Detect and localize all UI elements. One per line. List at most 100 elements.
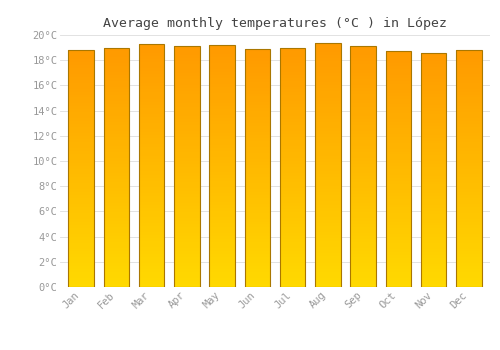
Bar <box>139 108 164 111</box>
Bar <box>456 50 481 287</box>
Bar <box>280 230 305 233</box>
Bar <box>139 80 164 83</box>
Bar <box>174 272 200 275</box>
Bar <box>315 186 340 189</box>
Bar <box>386 125 411 128</box>
Bar <box>104 182 129 185</box>
Bar <box>280 54 305 57</box>
Bar <box>210 45 235 287</box>
Bar <box>139 223 164 226</box>
Bar <box>386 193 411 196</box>
Bar <box>280 65 305 69</box>
Bar <box>350 158 376 161</box>
Bar <box>421 99 446 103</box>
Bar <box>244 111 270 114</box>
Bar <box>174 188 200 191</box>
Bar <box>350 236 376 239</box>
Bar <box>350 167 376 170</box>
Bar <box>139 83 164 86</box>
Bar <box>244 114 270 117</box>
Bar <box>244 156 270 159</box>
Bar <box>315 46 340 49</box>
Bar <box>68 257 94 260</box>
Bar <box>174 94 200 98</box>
Bar <box>244 248 270 251</box>
Bar <box>280 197 305 200</box>
Bar <box>421 117 446 120</box>
Bar <box>421 270 446 272</box>
Bar <box>386 146 411 148</box>
Bar <box>104 284 129 287</box>
Bar <box>244 254 270 257</box>
Bar <box>386 254 411 258</box>
Bar <box>350 46 376 49</box>
Bar <box>210 121 235 124</box>
Bar <box>104 131 129 134</box>
Bar <box>456 219 481 222</box>
Bar <box>139 117 164 120</box>
Bar <box>456 198 481 201</box>
Bar <box>350 227 376 230</box>
Bar <box>104 170 129 173</box>
Bar <box>68 148 94 151</box>
Bar <box>210 90 235 93</box>
Bar <box>139 272 164 275</box>
Bar <box>244 132 270 135</box>
Bar <box>139 214 164 217</box>
Bar <box>139 175 164 177</box>
Bar <box>104 77 129 80</box>
Bar <box>456 169 481 172</box>
Bar <box>386 57 411 60</box>
Bar <box>104 107 129 111</box>
Bar <box>139 44 164 287</box>
Bar <box>104 209 129 212</box>
Bar <box>350 212 376 215</box>
Bar <box>174 121 200 125</box>
Bar <box>174 134 200 136</box>
Bar <box>386 169 411 172</box>
Bar <box>315 180 340 183</box>
Bar <box>456 133 481 136</box>
Bar <box>456 260 481 263</box>
Bar <box>68 207 94 210</box>
Bar <box>244 76 270 79</box>
Bar <box>68 263 94 266</box>
Bar <box>456 157 481 160</box>
Bar <box>210 269 235 272</box>
Bar <box>244 105 270 108</box>
Bar <box>456 231 481 234</box>
Title: Average monthly temperatures (°C ) in López: Average monthly temperatures (°C ) in Ló… <box>103 17 447 30</box>
Bar <box>104 80 129 84</box>
Bar <box>315 189 340 192</box>
Bar <box>350 233 376 236</box>
Bar <box>280 224 305 227</box>
Bar <box>244 230 270 233</box>
Bar <box>104 197 129 200</box>
Bar <box>350 89 376 91</box>
Bar <box>210 75 235 78</box>
Bar <box>139 244 164 247</box>
Bar <box>456 77 481 80</box>
Bar <box>104 54 129 57</box>
Bar <box>421 149 446 152</box>
Bar <box>104 57 129 60</box>
Bar <box>421 158 446 161</box>
Bar <box>456 281 481 284</box>
Bar <box>174 136 200 140</box>
Bar <box>456 65 481 68</box>
Bar <box>456 59 481 62</box>
Bar <box>350 221 376 224</box>
Bar <box>174 89 200 91</box>
Bar <box>104 164 129 167</box>
Bar <box>456 234 481 237</box>
Bar <box>386 258 411 260</box>
Bar <box>350 197 376 200</box>
Bar <box>350 281 376 284</box>
Bar <box>386 181 411 184</box>
Bar <box>350 142 376 146</box>
Bar <box>210 148 235 151</box>
Bar <box>280 254 305 257</box>
Bar <box>421 182 446 184</box>
Bar <box>421 58 446 62</box>
Bar <box>315 119 340 122</box>
